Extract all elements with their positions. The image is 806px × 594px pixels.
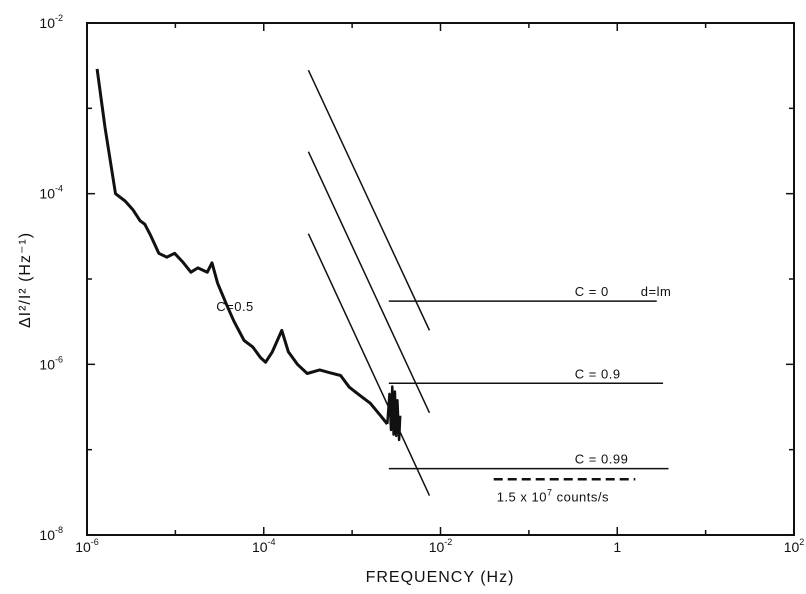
plot-frame: [86, 22, 795, 536]
horizontal-line-label: C = 0.9: [575, 366, 621, 381]
annotations: C=0.5: [216, 299, 254, 314]
y-tick-label: 10-6: [39, 354, 63, 372]
y-axis-label: ΔI²/I² (Hz⁻¹): [17, 232, 34, 328]
y-tick-label: 10-8: [39, 525, 63, 543]
dashed-line-label: 1.5 x 107 counts/s: [497, 487, 609, 504]
x-tick-label: 10-2: [429, 537, 453, 555]
x-tick-label: 102: [784, 537, 805, 555]
y-tick-label: 10-4: [39, 184, 63, 202]
diagonal-line: [307, 69, 431, 331]
tick-labels: 10-6 10-4 10-2 1 102 10-8 10-6 10-4 10-2: [39, 13, 804, 555]
horizontal-line-label: C = 0: [575, 284, 609, 299]
diagonal-line: [307, 233, 431, 496]
diagonal-lines: [307, 69, 431, 496]
series-line: [95, 68, 389, 425]
ticks: [86, 22, 795, 536]
diagonal-line: [307, 151, 431, 414]
series-annotation: C=0.5: [216, 299, 254, 314]
horizontal-lines: C = 0 d=lm C = 0.9 C = 0.99 1.5 x 107 counts…: [388, 284, 672, 504]
x-tick-label: 10-4: [252, 537, 276, 555]
horizontal-line-label: d=lm: [641, 284, 672, 299]
horizontal-line-label: C = 0.99: [575, 452, 629, 467]
noise-burst: [386, 385, 402, 442]
x-tick-label: 10-6: [75, 537, 99, 555]
x-tick-label: 1: [613, 539, 621, 555]
x-axis-label: FREQUENCY (Hz): [366, 569, 515, 586]
y-tick-label: 10-2: [39, 13, 63, 31]
series-group: [95, 68, 402, 442]
